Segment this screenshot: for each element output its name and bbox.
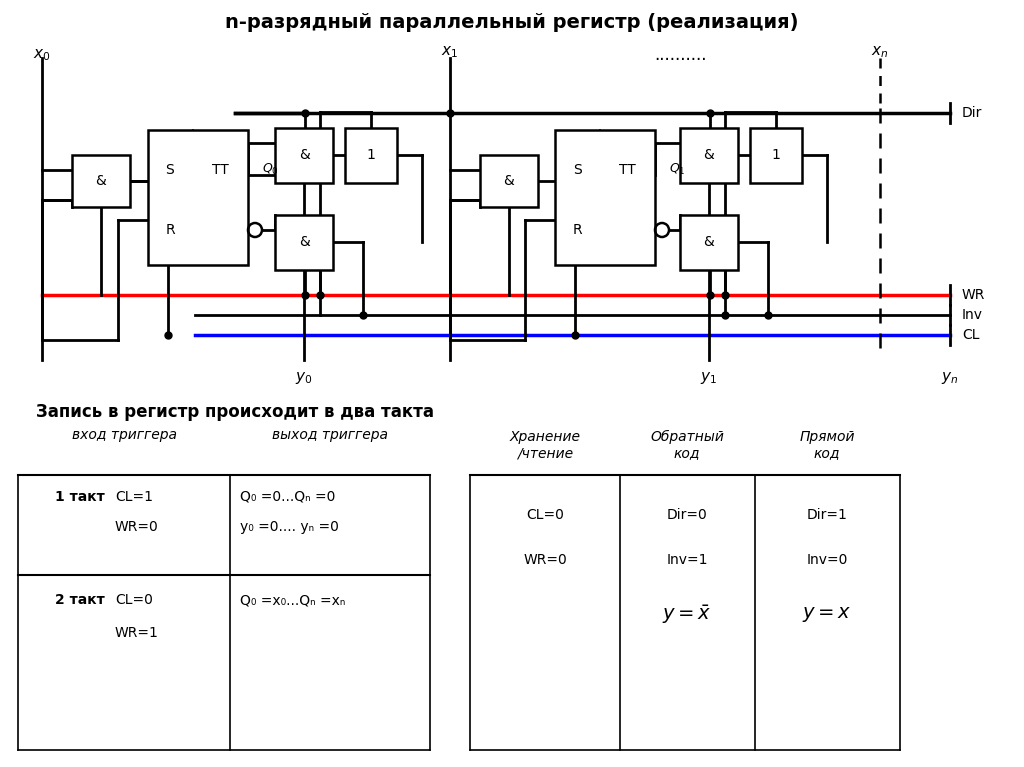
Text: WR: WR	[962, 288, 985, 302]
Text: Q₀ =x₀...Qₙ =xₙ: Q₀ =x₀...Qₙ =xₙ	[240, 593, 345, 607]
Bar	[480, 155, 538, 207]
Text: &: &	[299, 148, 309, 162]
Text: 1: 1	[771, 148, 780, 162]
Text: TT: TT	[618, 163, 635, 177]
Text: $y=x$: $y=x$	[802, 605, 852, 624]
Text: &: &	[299, 235, 309, 249]
Text: n-разрядный параллельный регистр (реализация): n-разрядный параллельный регистр (реализ…	[225, 12, 799, 31]
Bar	[750, 128, 802, 183]
Text: Dir=0: Dir=0	[667, 508, 708, 522]
Text: R: R	[572, 223, 582, 237]
Text: $Q_1$: $Q_1$	[669, 161, 686, 176]
Bar	[275, 128, 333, 183]
Text: &: &	[95, 174, 106, 188]
Text: Хранение
/чтение: Хранение /чтение	[510, 430, 581, 460]
Text: Q₀ =0...Qₙ =0: Q₀ =0...Qₙ =0	[240, 490, 336, 504]
Text: WR=0: WR=0	[523, 553, 567, 567]
Text: 2 такт: 2 такт	[55, 593, 104, 607]
Bar	[345, 128, 397, 183]
Text: Dir: Dir	[962, 106, 982, 120]
Text: $x_n$: $x_n$	[871, 44, 889, 60]
Text: y₀ =0.... yₙ =0: y₀ =0.... yₙ =0	[240, 520, 339, 534]
Bar	[275, 215, 333, 270]
Text: $y_n$: $y_n$	[941, 370, 958, 386]
Text: CL=1: CL=1	[115, 490, 153, 504]
Text: CL=0: CL=0	[526, 508, 564, 522]
Text: WR=0: WR=0	[115, 520, 159, 534]
Text: $y = \bar{x}$: $y = \bar{x}$	[663, 604, 712, 627]
Bar	[72, 155, 130, 207]
Text: Запись в регистр происходит в два такта: Запись в регистр происходит в два такта	[36, 403, 434, 421]
Text: Inv=0: Inv=0	[806, 553, 848, 567]
Text: Dir=1: Dir=1	[807, 508, 848, 522]
Text: CL=0: CL=0	[115, 593, 153, 607]
Text: S: S	[572, 163, 582, 177]
Text: выход триггера: выход триггера	[272, 428, 388, 442]
Bar	[680, 128, 738, 183]
Text: Inv: Inv	[962, 308, 983, 322]
Text: R: R	[165, 223, 175, 237]
Text: &: &	[504, 174, 514, 188]
Text: TT: TT	[212, 163, 228, 177]
Text: ..........: ..........	[653, 46, 707, 64]
Text: CL: CL	[962, 328, 980, 342]
Text: Прямой
код: Прямой код	[800, 430, 855, 460]
Text: $x_1$: $x_1$	[441, 44, 459, 60]
Text: Обратный
код: Обратный код	[650, 430, 724, 460]
Text: вход триггера: вход триггера	[72, 428, 176, 442]
Text: Inv=1: Inv=1	[667, 553, 708, 567]
Bar	[555, 130, 655, 265]
Text: $x_0$: $x_0$	[33, 47, 51, 63]
Bar	[148, 130, 248, 265]
Text: $y_0$: $y_0$	[295, 370, 312, 386]
Text: &: &	[703, 235, 715, 249]
Text: &: &	[703, 148, 715, 162]
Text: $y_1$: $y_1$	[700, 370, 718, 386]
Text: 1 такт: 1 такт	[55, 490, 104, 504]
Text: 1: 1	[367, 148, 376, 162]
Text: WR=1: WR=1	[115, 626, 159, 640]
Text: $Q_0$: $Q_0$	[262, 161, 279, 176]
Bar	[680, 215, 738, 270]
Text: S: S	[166, 163, 174, 177]
